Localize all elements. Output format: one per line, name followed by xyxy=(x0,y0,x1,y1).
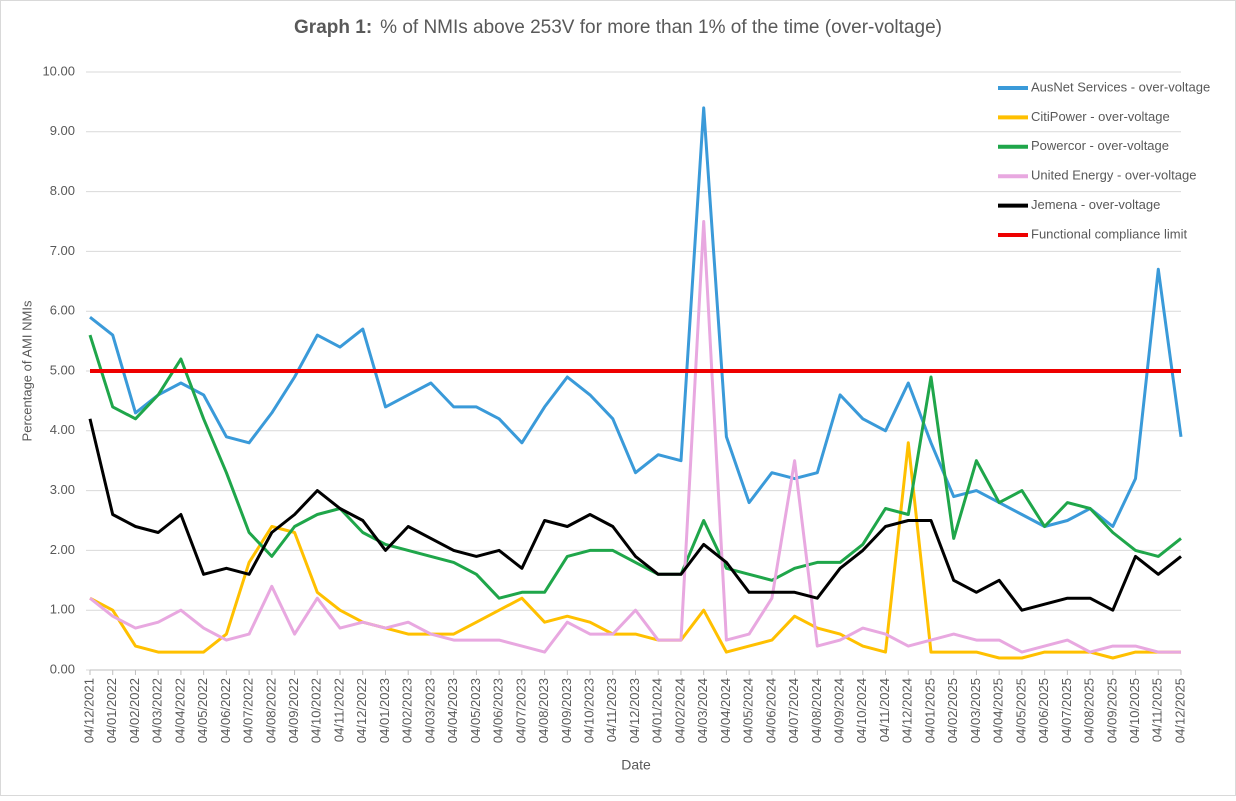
x-tick-label: 04/12/2025 xyxy=(1172,678,1187,743)
y-tick-label: 1.00 xyxy=(50,602,75,617)
x-tick-label: 04/11/2024 xyxy=(877,678,892,742)
x-tick-label: 04/09/2024 xyxy=(832,678,847,743)
x-tick-label: 04/06/2024 xyxy=(763,678,778,743)
x-tick-label: 04/01/2022 xyxy=(104,678,119,743)
x-tick-label: 04/10/2022 xyxy=(309,678,324,743)
y-tick-label: 4.00 xyxy=(50,422,75,437)
x-tick-label: 04/09/2025 xyxy=(1104,678,1119,743)
x-tick-label: 04/03/2023 xyxy=(422,678,437,743)
y-tick-label: 0.00 xyxy=(50,661,75,676)
y-tick-label: 10.00 xyxy=(42,63,75,78)
series-line xyxy=(89,441,1181,660)
series-line xyxy=(89,220,1181,654)
title-prefix: Graph 1: xyxy=(294,17,372,38)
x-tick-label: 04/06/2025 xyxy=(1036,678,1051,743)
legend-label: CitiPower - over-voltage xyxy=(1031,109,1170,124)
x-tick-label: 04/05/2022 xyxy=(195,678,210,743)
x-tick-label: 04/02/2023 xyxy=(400,678,415,743)
y-tick-label: 3.00 xyxy=(50,482,75,497)
x-tick-label: 04/02/2025 xyxy=(945,678,960,743)
y-tick-label: 9.00 xyxy=(50,123,75,138)
x-tick-label: 04/06/2023 xyxy=(491,678,506,743)
y-tick-label: 5.00 xyxy=(50,362,75,377)
x-tick-label: 04/01/2023 xyxy=(377,678,392,743)
x-tick-label: 04/07/2023 xyxy=(513,678,528,743)
series-line xyxy=(88,418,1182,612)
x-tick-label: 04/08/2024 xyxy=(809,678,824,743)
x-tick-label: 04/12/2024 xyxy=(900,678,915,743)
x-tick-label: 04/09/2023 xyxy=(559,678,574,743)
x-tick-label: 04/05/2023 xyxy=(468,678,483,743)
x-tick-label: 04/02/2022 xyxy=(127,678,142,743)
x-tick-label: 04/04/2023 xyxy=(445,678,460,743)
x-tick-label: 04/12/2021 xyxy=(81,678,96,743)
x-tick-label: 04/06/2022 xyxy=(218,678,233,743)
legend-label: Functional compliance limit xyxy=(1031,226,1187,241)
x-tick-label: 04/01/2025 xyxy=(922,678,937,743)
y-tick-label: 7.00 xyxy=(50,243,75,258)
x-tick-label: 04/07/2025 xyxy=(1059,678,1074,743)
x-tick-label: 04/11/2023 xyxy=(604,678,619,742)
x-tick-label: 04/04/2024 xyxy=(718,678,733,743)
chart-title: Graph 1: % of NMIs above 253V for more th… xyxy=(294,17,942,38)
x-tick-label: 04/11/2025 xyxy=(1150,678,1165,742)
x-tick-label: 04/12/2023 xyxy=(627,678,642,743)
x-tick-label: 04/01/2024 xyxy=(650,678,665,743)
x-tick-label: 04/04/2022 xyxy=(172,678,187,743)
title-text: % of NMIs above 253V for more than 1% of… xyxy=(380,17,942,38)
x-tick-label: 04/12/2022 xyxy=(354,678,369,743)
x-axis-label: Date xyxy=(621,757,651,773)
x-tick-label: 04/10/2025 xyxy=(1127,678,1142,743)
x-tick-label: 04/10/2023 xyxy=(581,678,596,743)
x-tick-label: 04/03/2022 xyxy=(150,678,165,743)
x-tick-label: 04/05/2025 xyxy=(1013,678,1028,743)
x-tick-label: 04/05/2024 xyxy=(741,678,756,743)
series-line xyxy=(88,334,1182,600)
legend-label: Powercor - over-voltage xyxy=(1031,138,1169,153)
x-tick-label: 04/11/2022 xyxy=(331,678,346,742)
legend-label: United Energy - over-voltage xyxy=(1031,168,1196,183)
y-tick-label: 6.00 xyxy=(50,303,75,318)
legend-label: AusNet Services - over-voltage xyxy=(1031,79,1210,94)
y-tick-label: 2.00 xyxy=(50,542,75,557)
x-tick-label: 04/07/2022 xyxy=(241,678,256,743)
x-tick-label: 04/08/2023 xyxy=(536,678,551,743)
x-tick-label: 04/08/2022 xyxy=(263,678,278,743)
x-tick-label: 04/10/2024 xyxy=(854,678,869,743)
legend-label: Jemena - over-voltage xyxy=(1031,197,1160,212)
x-tick-label: 04/04/2025 xyxy=(991,678,1006,743)
x-tick-label: 04/03/2025 xyxy=(968,678,983,743)
x-tick-label: 04/02/2024 xyxy=(672,678,687,743)
x-tick-label: 04/03/2024 xyxy=(695,678,710,743)
x-tick-label: 04/09/2022 xyxy=(286,678,301,743)
x-tick-label: 04/08/2025 xyxy=(1082,678,1097,743)
x-tick-label: 04/07/2024 xyxy=(786,678,801,743)
y-tick-label: 8.00 xyxy=(50,183,75,198)
y-axis-label: Percentage of AMI NMIs xyxy=(19,300,34,441)
